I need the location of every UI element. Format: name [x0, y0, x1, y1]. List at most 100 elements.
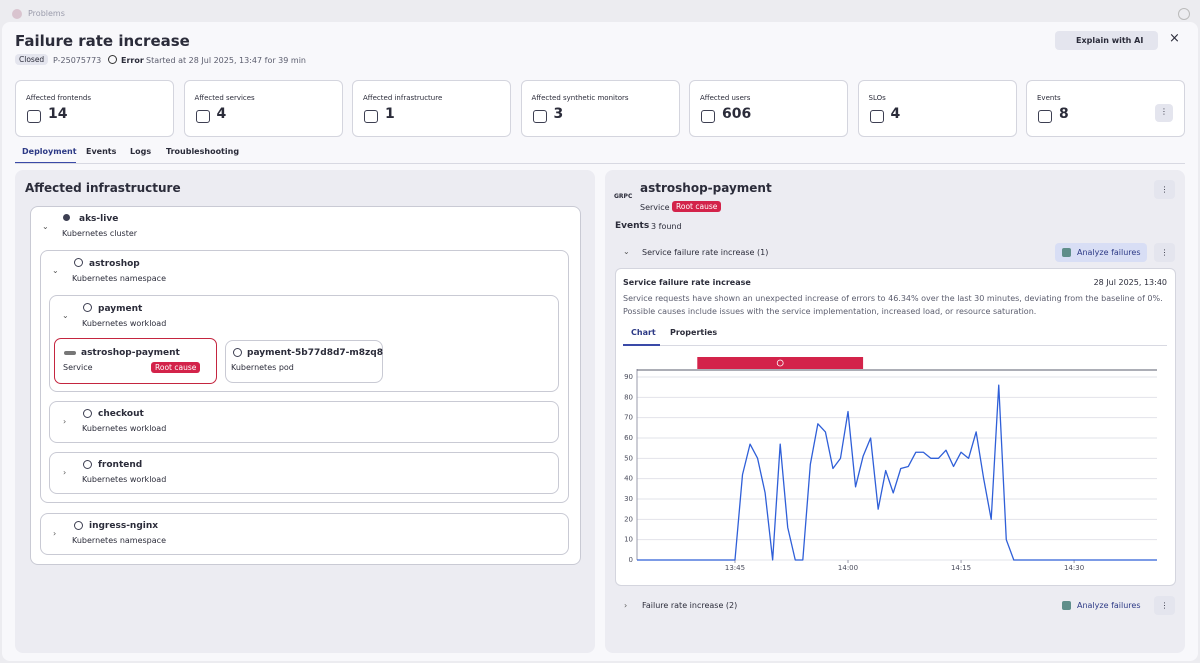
y-tick-label: 80 — [624, 393, 633, 401]
tab[interactable]: Deployment — [22, 147, 77, 156]
y-tick-label: 50 — [624, 454, 633, 462]
error-icon — [108, 55, 117, 64]
cluster-name[interactable]: aks-live — [79, 214, 119, 224]
tab[interactable]: Events — [86, 147, 117, 156]
chart: 0 10 20 30 40 50 60 70 80 90 13:45 14:00 14:15 14:30 — [624, 357, 1157, 572]
group-title[interactable]: Service failure rate increase (1) — [642, 248, 769, 257]
stat-card[interactable]: Affected frontends 14 — [15, 80, 174, 137]
close-button[interactable]: × — [1169, 31, 1180, 46]
stat-icon — [1038, 110, 1052, 123]
stat-card[interactable]: Affected users 606 — [689, 80, 848, 137]
y-tick-label: 0 — [629, 556, 633, 564]
workload-type: Kubernetes workload — [82, 424, 167, 433]
chevron[interactable]: › — [63, 417, 67, 426]
chevron[interactable]: › — [53, 529, 57, 538]
infra-title: Affected infrastructure — [25, 181, 181, 195]
pod-name[interactable]: payment-5b77d8d7-m8zq8 — [247, 348, 383, 358]
workload-type: Kubernetes workload — [82, 319, 167, 328]
x-tick-label: 14:00 — [838, 564, 858, 572]
menu-button[interactable]: ⋮ — [1154, 180, 1175, 199]
service-icon: GRPC — [614, 193, 633, 200]
stat-label: Affected users — [700, 94, 751, 102]
app-icon — [12, 9, 22, 19]
stat-icon — [27, 110, 41, 123]
pod-type: Kubernetes pod — [231, 363, 294, 372]
problem-title: Failure rate increase — [15, 32, 190, 50]
service-box[interactable] — [54, 338, 217, 384]
namespace-type: Kubernetes namespace — [72, 536, 166, 545]
series-line — [637, 384, 1157, 561]
node-icon — [74, 521, 83, 530]
x-tick-label: 14:15 — [951, 564, 971, 572]
stat-icon — [869, 110, 884, 123]
tab[interactable]: Logs — [130, 147, 152, 156]
namespace-name[interactable]: astroshop — [89, 259, 140, 269]
node-icon — [74, 258, 83, 267]
menu-button[interactable]: ⋮ — [1154, 243, 1175, 262]
card-tab[interactable]: Properties — [670, 328, 718, 337]
stat-card[interactable]: SLOs 4 — [857, 80, 1017, 137]
event-icon — [776, 359, 784, 367]
group-title[interactable]: Failure rate increase (2) — [642, 601, 738, 610]
tab-separator — [15, 163, 1185, 164]
namespace-name[interactable]: ingress-nginx — [89, 521, 159, 531]
card-title: Service failure rate increase — [623, 278, 751, 287]
chevron[interactable]: ⌄ — [52, 266, 59, 275]
events-label: Events — [615, 221, 650, 231]
stat-label: Affected synthetic monitors — [531, 94, 629, 102]
analyze-label[interactable]: Analyze failures — [1077, 248, 1141, 257]
card-date: 28 Jul 2025, 13:40 — [1093, 278, 1167, 287]
analyze-label[interactable]: Analyze failures — [1077, 601, 1141, 610]
service-icon — [64, 351, 76, 355]
cluster-type: Kubernetes cluster — [62, 229, 138, 238]
root-cause-badge: Root cause — [672, 201, 722, 212]
stat-label: Affected services — [194, 94, 255, 102]
stat-card[interactable]: Affected infrastructure 1 — [352, 80, 511, 137]
workload-box — [49, 401, 559, 443]
stat-icon — [364, 110, 378, 123]
tab[interactable]: Troubleshooting — [166, 147, 240, 156]
workload-box — [49, 452, 559, 494]
stat-icon — [532, 110, 547, 123]
menu-button[interactable]: ⋮ — [1154, 596, 1175, 615]
events-menu[interactable]: ⋮ — [1155, 104, 1173, 122]
stat-value: 4 — [216, 106, 227, 122]
service-type: Service — [63, 363, 93, 372]
stat-card[interactable]: Affected synthetic monitors 3 — [520, 80, 680, 137]
chevron[interactable]: › — [624, 601, 628, 610]
pod-box[interactable] — [225, 340, 383, 383]
chevron[interactable]: ⌄ — [62, 311, 69, 320]
card-description: Possible causes include issues with the … — [623, 307, 1037, 316]
chevron[interactable]: ⌄ — [42, 222, 49, 231]
stat-value: 606 — [722, 106, 752, 122]
card-tab-underline — [623, 344, 660, 346]
workload-name[interactable]: frontend — [98, 460, 143, 470]
card-tab-separator — [623, 345, 1167, 346]
workload-name[interactable]: payment — [98, 304, 143, 314]
analyze-button[interactable] — [1055, 243, 1147, 262]
chevron[interactable]: › — [63, 468, 67, 477]
stat-value: 4 — [890, 106, 901, 122]
stat-value: 3 — [553, 106, 564, 122]
event-card — [615, 268, 1176, 586]
node-icon — [233, 348, 242, 357]
workload-name[interactable]: checkout — [98, 409, 144, 419]
root-cause-badge: Root cause — [151, 362, 201, 373]
card-tab[interactable]: Chart — [631, 328, 656, 337]
y-tick-label: 30 — [624, 495, 633, 503]
stat-label: Affected infrastructure — [363, 94, 443, 102]
explain-label[interactable]: Explain with AI — [1076, 36, 1144, 45]
explain-button[interactable] — [1055, 31, 1158, 50]
y-tick-label: 60 — [624, 434, 633, 442]
stat-card[interactable]: Affected services 4 — [183, 80, 343, 137]
chevron[interactable]: ⌄ — [623, 247, 630, 256]
y-tick-label: 20 — [624, 515, 633, 523]
service-name[interactable]: astroshop-payment — [81, 348, 180, 358]
problem-id: P-25075773 — [53, 56, 102, 65]
help-icon[interactable] — [1178, 8, 1190, 20]
card-description: Service requests have shown an unexpecte… — [623, 294, 1163, 303]
namespace-type: Kubernetes namespace — [72, 274, 166, 283]
stat-icon — [701, 110, 715, 123]
